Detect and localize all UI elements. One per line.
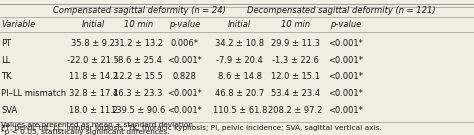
Text: Variable: Variable (1, 20, 36, 29)
Text: Initial: Initial (82, 20, 105, 29)
Text: 46.3 ± 23.3: 46.3 ± 23.3 (113, 89, 163, 98)
Text: 34.2 ± 10.8: 34.2 ± 10.8 (215, 39, 264, 48)
Text: Decompensated sagittal deformity (n = 121): Decompensated sagittal deformity (n = 12… (247, 6, 436, 15)
Text: 0.006*: 0.006* (170, 39, 199, 48)
Text: Compensated sagittal deformity (n = 24): Compensated sagittal deformity (n = 24) (53, 6, 226, 15)
Text: LL: LL (1, 56, 11, 65)
Text: 12.0 ± 15.1: 12.0 ± 15.1 (271, 72, 320, 81)
Text: 46.8 ± 20.7: 46.8 ± 20.7 (215, 89, 264, 98)
Text: <0.001*: <0.001* (328, 106, 364, 115)
Text: *p < 0.05, statistically significant differences.: *p < 0.05, statistically significant dif… (1, 129, 170, 135)
Text: 0.828: 0.828 (173, 72, 196, 81)
Text: Initial: Initial (228, 20, 252, 29)
Text: 8.6 ± 14.8: 8.6 ± 14.8 (218, 72, 262, 81)
Text: <0.001*: <0.001* (328, 39, 364, 48)
Text: <0.001*: <0.001* (167, 106, 202, 115)
Text: -22.0 ± 21.5: -22.0 ± 21.5 (67, 56, 119, 65)
Text: 139.5 ± 90.6: 139.5 ± 90.6 (111, 106, 165, 115)
Text: 29.9 ± 11.3: 29.9 ± 11.3 (271, 39, 320, 48)
Text: <0.001*: <0.001* (328, 89, 364, 98)
Text: <0.001*: <0.001* (167, 89, 202, 98)
Text: 32.8 ± 17.1: 32.8 ± 17.1 (69, 89, 118, 98)
Text: PT, pelvic tilt; LL, lumbar lordosis; TK, thoracic kyphosis; PI, pelvic incidenc: PT, pelvic tilt; LL, lumbar lordosis; TK… (1, 125, 383, 131)
Text: 53.4 ± 23.4: 53.4 ± 23.4 (271, 89, 320, 98)
Text: Values are presented as mean ± standard deviation.: Values are presented as mean ± standard … (1, 122, 196, 128)
Text: 10 min: 10 min (124, 20, 153, 29)
Text: 35.8 ± 9.2: 35.8 ± 9.2 (71, 39, 115, 48)
Text: <0.001*: <0.001* (328, 56, 364, 65)
Text: 18.0 ± 11.2: 18.0 ± 11.2 (69, 106, 118, 115)
Text: 12.2 ± 15.5: 12.2 ± 15.5 (114, 72, 163, 81)
Text: p-value: p-value (330, 20, 362, 29)
Text: <0.001*: <0.001* (328, 72, 364, 81)
Text: 208.2 ± 97.2: 208.2 ± 97.2 (268, 106, 323, 115)
Text: 31.2 ± 13.2: 31.2 ± 13.2 (114, 39, 163, 48)
Text: TK: TK (1, 72, 12, 81)
Text: -8.6 ± 25.4: -8.6 ± 25.4 (115, 56, 162, 65)
Text: SVA: SVA (1, 106, 18, 115)
Text: 110.5 ± 61.8: 110.5 ± 61.8 (213, 106, 267, 115)
Text: 11.8 ± 14.2: 11.8 ± 14.2 (69, 72, 118, 81)
Text: PT: PT (1, 39, 11, 48)
Text: p-value: p-value (169, 20, 200, 29)
Text: 10 min: 10 min (281, 20, 310, 29)
Text: <0.001*: <0.001* (167, 56, 202, 65)
Text: PI–LL mismatch: PI–LL mismatch (1, 89, 66, 98)
Text: -7.9 ± 20.4: -7.9 ± 20.4 (217, 56, 263, 65)
Text: -1.3 ± 22.6: -1.3 ± 22.6 (272, 56, 319, 65)
